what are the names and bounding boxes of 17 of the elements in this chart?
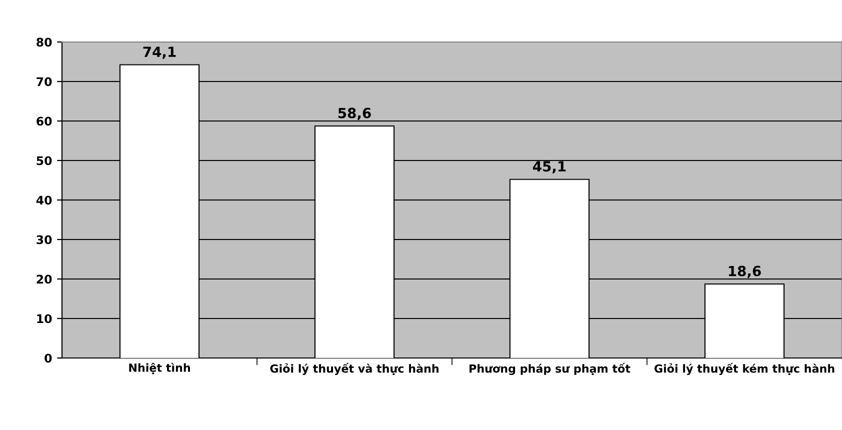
data-label: 45,1 xyxy=(532,161,566,174)
data-label: 18,6 xyxy=(728,266,761,278)
y-tick-label: 0 xyxy=(44,354,52,363)
data-label: 58,6 xyxy=(338,108,371,120)
x-tick-label: Nhiệt tình xyxy=(129,362,190,374)
data-label: 74,1 xyxy=(143,46,176,59)
y-tick-label: 80 xyxy=(36,38,52,47)
y-tick-label: 50 xyxy=(36,156,52,166)
x-tick-label: Giỏi lý thuyết và thực hành xyxy=(270,362,438,375)
y-tick-label: 60 xyxy=(36,116,52,126)
y-tick-label: 40 xyxy=(36,196,52,205)
x-tick-label: Phương pháp sư phạm tốt xyxy=(470,362,630,375)
y-tick-label: 70 xyxy=(36,77,52,86)
y-tick-label: 20 xyxy=(36,274,52,284)
y-tick-label: 30 xyxy=(36,235,52,244)
y-tick-label: 10 xyxy=(37,314,52,324)
x-tick-label: Giỏi lý thuyết kém thực hành xyxy=(654,362,834,375)
